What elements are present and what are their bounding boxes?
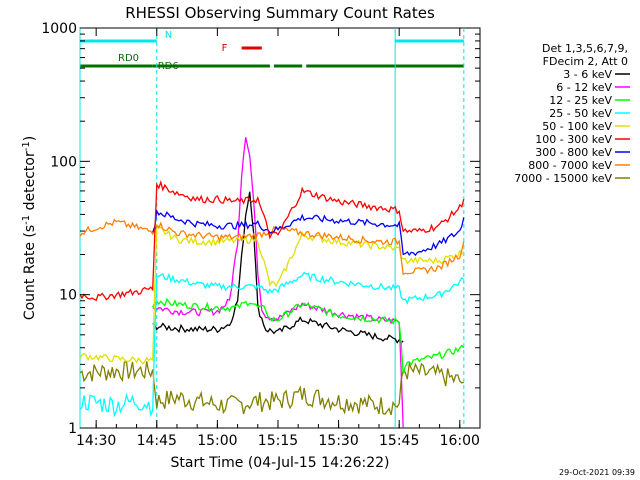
legend-label: 7000 - 15000 keV xyxy=(514,172,612,185)
flag-label: RD6 xyxy=(158,61,179,72)
flag-label: RD0 xyxy=(118,53,139,64)
y-tick-label: 1 xyxy=(68,421,77,437)
x-tick-label: 14:45 xyxy=(137,433,177,449)
series-line xyxy=(79,360,464,416)
x-axis-label: Start Time (04-Jul-15 14:26:22) xyxy=(170,455,389,471)
series-line xyxy=(79,218,465,276)
flag-label: N xyxy=(165,30,172,41)
chart-title: RHESSI Observing Summary Count Rates xyxy=(125,4,435,22)
x-tick-label: 15:45 xyxy=(379,433,419,449)
flag-bars: N F RD0 RD6 xyxy=(80,30,464,72)
x-tick-label: 15:30 xyxy=(318,433,358,449)
timestamp: 29-Oct-2021 09:39 xyxy=(559,468,635,477)
series-line xyxy=(152,208,465,257)
y-tick-label: 1000 xyxy=(41,21,77,37)
y-tick-label: 100 xyxy=(50,154,77,170)
legend-header: Det 1,3,5,6,7,9, xyxy=(542,42,628,55)
legend-label: 800 - 7000 keV xyxy=(528,159,612,172)
legend-label: 100 - 300 keV xyxy=(535,133,612,146)
y-tick-label: 10 xyxy=(59,288,77,304)
legend-label: 12 - 25 keV xyxy=(549,94,612,107)
series-layer xyxy=(79,137,465,429)
legend-label: 3 - 6 keV xyxy=(563,68,612,81)
legend-label: 300 - 800 keV xyxy=(535,146,612,159)
x-axis-ticks: 14:30 14:45 15:00 15:15 15:30 15:45 16:00 xyxy=(76,28,481,449)
x-tick-label: 15:00 xyxy=(197,433,237,449)
flag-label: F xyxy=(222,43,228,54)
legend-header: FDecim 2, Att 0 xyxy=(543,55,628,68)
legend-label: 6 - 12 keV xyxy=(556,81,612,94)
series-line xyxy=(79,179,465,302)
series-line xyxy=(152,297,465,375)
legend: Det 1,3,5,6,7,9,FDecim 2, Att 03 - 6 keV… xyxy=(514,42,630,185)
y-axis-ticks: 1 10 100 1000 xyxy=(41,21,480,437)
x-tick-label: 14:30 xyxy=(76,433,116,449)
legend-label: 25 - 50 keV xyxy=(549,107,612,120)
series-line xyxy=(79,271,465,418)
x-tick-label: 16:00 xyxy=(440,433,480,449)
series-line xyxy=(79,223,465,365)
legend-label: 50 - 100 keV xyxy=(542,120,612,133)
y-axis-label: Count Rate (s-1 detector-1) xyxy=(21,136,38,320)
series-line xyxy=(152,191,404,344)
x-tick-label: 15:15 xyxy=(258,433,298,449)
